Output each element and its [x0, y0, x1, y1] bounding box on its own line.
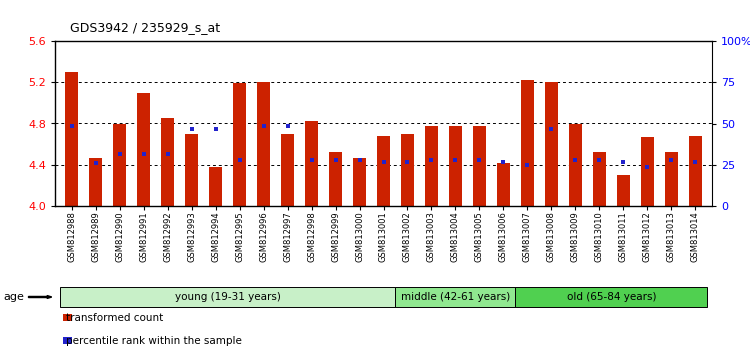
Bar	[89, 158, 102, 206]
Bar	[515, 287, 707, 307]
Bar	[257, 82, 270, 206]
Bar	[616, 175, 630, 206]
Bar	[353, 158, 366, 206]
Text: middle (42-61 years): middle (42-61 years)	[400, 292, 510, 302]
Bar	[472, 126, 486, 206]
Bar	[448, 126, 462, 206]
Bar	[329, 152, 342, 206]
Text: old (65-84 years): old (65-84 years)	[566, 292, 656, 302]
Bar	[185, 134, 198, 206]
Bar	[688, 136, 702, 206]
Bar	[281, 134, 294, 206]
Bar	[137, 92, 150, 206]
Bar	[161, 118, 174, 206]
Bar	[401, 134, 414, 206]
Bar	[520, 80, 534, 206]
Bar	[592, 152, 606, 206]
Bar	[496, 163, 510, 206]
Bar	[544, 82, 558, 206]
Text: young (19-31 years): young (19-31 years)	[175, 292, 280, 302]
Bar	[305, 121, 318, 206]
Bar	[60, 287, 395, 307]
Bar	[568, 124, 582, 206]
Bar	[395, 287, 515, 307]
Bar	[65, 72, 79, 206]
Bar	[424, 126, 438, 206]
Bar	[113, 124, 126, 206]
Bar	[377, 136, 390, 206]
Bar	[209, 167, 222, 206]
Bar	[233, 83, 246, 206]
Bar	[664, 152, 678, 206]
Text: age: age	[4, 292, 25, 302]
Text: percentile rank within the sample: percentile rank within the sample	[66, 336, 242, 346]
Bar	[640, 137, 654, 206]
Text: GDS3942 / 235929_s_at: GDS3942 / 235929_s_at	[70, 21, 220, 34]
Text: transformed count: transformed count	[66, 313, 164, 323]
